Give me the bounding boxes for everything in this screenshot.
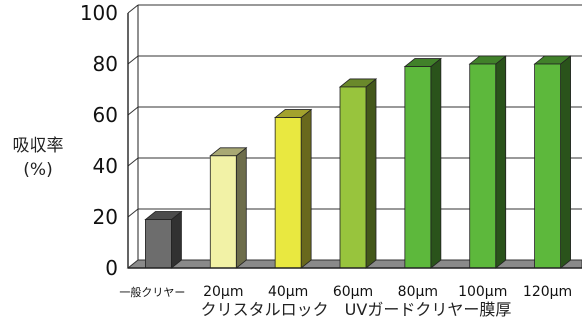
category-label: 100μm xyxy=(458,284,507,300)
y-axis-label-line1: 吸収率 xyxy=(12,136,64,156)
bar-side xyxy=(365,78,377,269)
bar-front xyxy=(404,66,432,269)
y-tick-label: 0 xyxy=(105,256,118,280)
bars-layer xyxy=(144,55,572,269)
bar xyxy=(468,55,507,269)
bar xyxy=(274,108,313,269)
category-label-layer: 一般クリヤー 20μm 40μm 60μm 80μm 100μm 120μm xyxy=(119,284,572,300)
bar-front xyxy=(469,63,497,269)
category-label: 60μm xyxy=(333,284,373,300)
y-tick-label: 40 xyxy=(93,154,118,178)
axis-layer xyxy=(127,5,582,269)
bar-front xyxy=(209,155,237,269)
bar xyxy=(403,57,442,269)
y-axis-label-line2: (%) xyxy=(23,160,53,180)
bar-side xyxy=(495,55,507,269)
category-label: 20μm xyxy=(203,284,243,300)
bar-side xyxy=(235,146,247,269)
y-tick-label: 80 xyxy=(93,52,118,76)
bar-front xyxy=(339,86,367,269)
category-label: 40μm xyxy=(268,284,308,300)
tick-label-layer: 0 20 40 60 80 100 xyxy=(80,1,118,280)
bar xyxy=(533,55,572,269)
bar xyxy=(144,210,183,269)
category-label: 80μm xyxy=(398,284,438,300)
x-axis-label: クリスタルロック UVガードクリヤー膜厚 xyxy=(201,300,512,319)
bar-front xyxy=(145,219,172,269)
bar-front xyxy=(534,63,561,269)
bar xyxy=(338,78,378,269)
bar-side xyxy=(171,210,182,269)
y-tick-label: 100 xyxy=(80,1,118,25)
category-label: 一般クリヤー xyxy=(119,286,185,299)
bar-side xyxy=(560,55,571,269)
gridline-depth xyxy=(127,106,139,116)
bar-front xyxy=(274,117,302,269)
bar xyxy=(209,146,248,269)
gridline-depth xyxy=(127,55,139,65)
bar-side xyxy=(300,108,312,269)
category-label: 120μm xyxy=(523,284,572,300)
y-axis-label: 吸収率 (%) xyxy=(6,134,70,182)
y-tick-label: 60 xyxy=(93,103,118,127)
gridline-depth xyxy=(127,4,139,14)
bar-side xyxy=(430,57,442,269)
y-tick-label: 20 xyxy=(93,205,118,229)
gridline-depth xyxy=(127,157,139,167)
gridline-depth xyxy=(127,208,139,218)
